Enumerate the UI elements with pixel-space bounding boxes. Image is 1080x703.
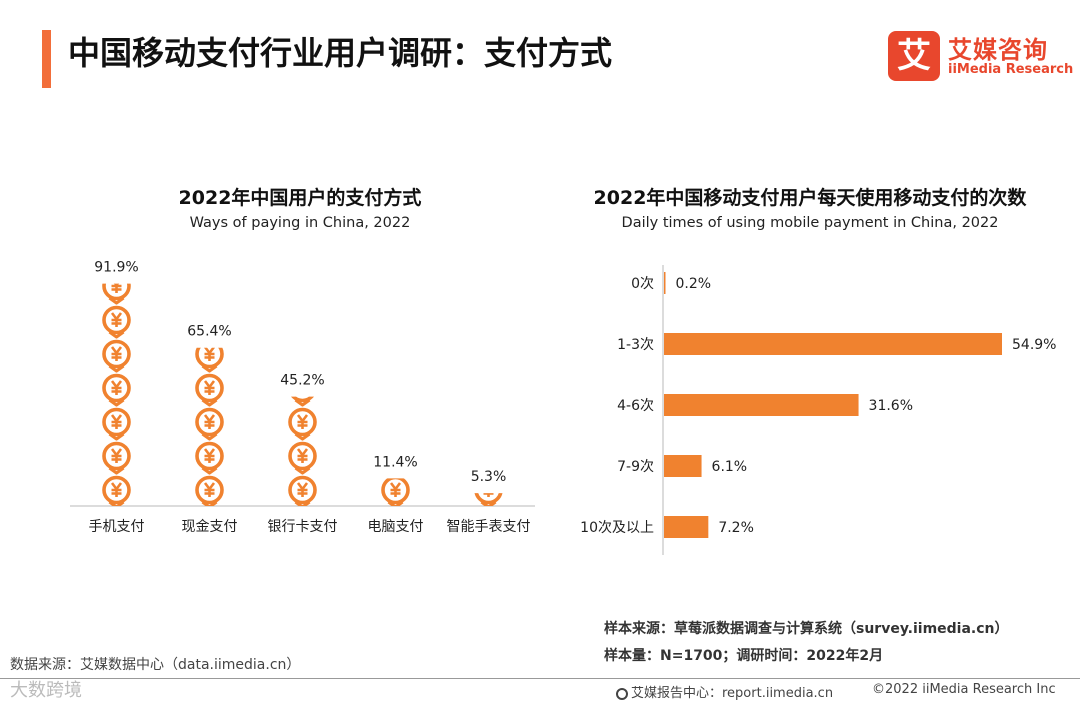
category-label: 1-3次 xyxy=(617,337,654,353)
yen-coin-icon xyxy=(102,283,131,305)
yen-coin-icon xyxy=(195,373,224,407)
bar xyxy=(664,333,1002,355)
yen-coin-icon xyxy=(102,305,131,339)
yen-coin-icon xyxy=(102,475,131,506)
logo-mark-icon: 艾 xyxy=(888,31,940,81)
left-chart-subtitle: Ways of paying in China, 2022 xyxy=(189,215,411,231)
title-accent-bar xyxy=(42,30,51,88)
yen-coin-icon xyxy=(291,396,314,407)
coin-stack xyxy=(288,396,317,506)
bar xyxy=(664,455,702,477)
payment-methods-pictograph-chart: 91.9% 手机支付 65.4% 现金支付 45.2% 银行卡支付 11.4% 电脑支付 5.3… xyxy=(70,260,535,535)
yen-coin-icon xyxy=(195,407,224,441)
data-label: 6.1% xyxy=(712,459,748,475)
coin-stack xyxy=(195,347,224,506)
yen-coin-icon xyxy=(474,493,503,506)
data-label: 91.9% xyxy=(94,260,138,276)
right-chart-title: 2022年中国移动支付用户每天使用移动支付的次数 xyxy=(593,187,1027,209)
data-label: 7.2% xyxy=(718,520,754,536)
category-label: 电脑支付 xyxy=(368,519,424,535)
yen-coin-icon xyxy=(102,441,131,475)
data-label: 5.3% xyxy=(471,469,507,485)
category-label: 现金支付 xyxy=(182,519,238,535)
coin-stack xyxy=(381,478,410,506)
coin-stack xyxy=(102,283,131,506)
footer-divider xyxy=(0,678,1080,679)
data-label: 45.2% xyxy=(280,373,324,389)
watermark: 大数跨境 xyxy=(10,680,82,701)
sample-size-note: 样本量：N=1700；调研时间：2022年2月 xyxy=(604,648,884,664)
category-label: 手机支付 xyxy=(89,519,145,535)
data-label: 11.4% xyxy=(373,454,417,470)
category-label: 智能手表支付 xyxy=(447,519,531,535)
logo-name-cn: 艾媒咨询 xyxy=(948,36,1048,64)
yen-coin-icon xyxy=(288,475,317,506)
report-center-link[interactable]: 艾媒报告中心：report.iimedia.cn xyxy=(616,682,833,701)
daily-usage-bar-chart: 0次 0.2% 1-3次 54.9% 4-6次 31.6% 7-9次 6.1% 10次及以上 7.… xyxy=(580,265,1056,555)
bar xyxy=(664,272,666,294)
yen-coin-icon xyxy=(102,373,131,407)
coin-stack xyxy=(474,493,503,506)
category-label: 0次 xyxy=(631,276,654,292)
page-title: 中国移动支付行业用户调研：支付方式 xyxy=(68,34,613,72)
yen-coin-icon xyxy=(288,407,317,441)
copyright: ©2022 iiMedia Research Inc xyxy=(872,682,1056,697)
bar xyxy=(664,394,859,416)
data-label: 54.9% xyxy=(1012,337,1056,353)
yen-coin-icon xyxy=(381,478,410,506)
logo-name-en: iiMedia Research xyxy=(948,62,1074,77)
yen-coin-icon xyxy=(195,347,224,373)
yen-coin-icon xyxy=(102,339,131,373)
category-label: 银行卡支付 xyxy=(268,519,338,535)
data-label: 65.4% xyxy=(187,324,231,340)
category-label: 4-6次 xyxy=(617,398,654,414)
category-label: 7-9次 xyxy=(617,459,654,475)
right-chart-subtitle: Daily times of using mobile payment in C… xyxy=(621,215,999,231)
yen-coin-icon xyxy=(102,407,131,441)
data-label: 31.6% xyxy=(869,398,913,414)
iimedia-logo: 艾 艾媒咨询 iiMedia Research xyxy=(888,28,1073,84)
yen-coin-icon xyxy=(288,441,317,475)
yen-coin-icon xyxy=(195,441,224,475)
data-label: 0.2% xyxy=(676,276,712,292)
sample-source-note: 样本来源：草莓派数据调查与计算系统（survey.iimedia.cn） xyxy=(604,621,1009,637)
globe-icon xyxy=(616,688,628,700)
report-center-text: 艾媒报告中心：report.iimedia.cn xyxy=(631,686,834,701)
yen-coin-icon xyxy=(195,475,224,506)
bar xyxy=(664,516,709,538)
data-source: 数据来源：艾媒数据中心（data.iimedia.cn） xyxy=(10,657,301,673)
category-label: 10次及以上 xyxy=(580,520,654,536)
left-chart-title: 2022年中国用户的支付方式 xyxy=(178,187,422,209)
